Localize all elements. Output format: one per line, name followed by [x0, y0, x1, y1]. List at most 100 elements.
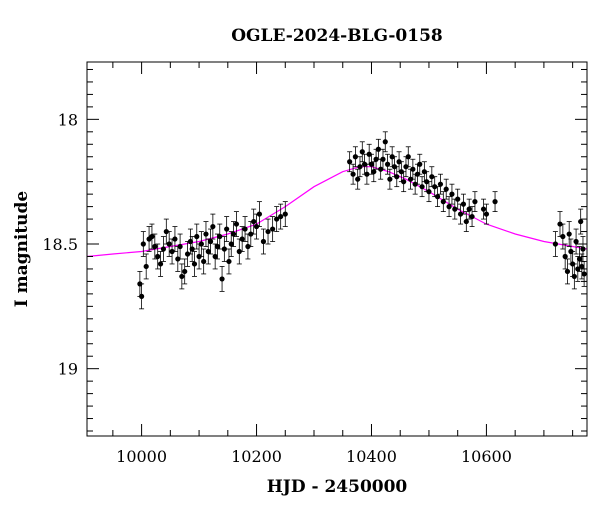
data-point: [452, 198, 458, 220]
data-point: [274, 206, 280, 232]
data-marker: [560, 233, 566, 240]
data-marker: [203, 231, 209, 237]
data-point: [394, 166, 400, 188]
data-marker: [432, 184, 438, 190]
data-point: [179, 263, 185, 290]
data-marker: [437, 181, 444, 187]
data-point: [429, 166, 435, 188]
data-marker: [163, 228, 169, 235]
data-marker: [443, 186, 449, 192]
data-marker: [380, 156, 386, 162]
x-tick-label: 10600: [461, 447, 512, 466]
data-point: [375, 138, 381, 160]
data-marker: [364, 171, 370, 177]
data-marker: [401, 179, 407, 185]
data-point: [357, 156, 363, 178]
data-marker: [207, 238, 214, 245]
data-marker: [224, 226, 230, 232]
data-point: [149, 223, 155, 250]
data-marker: [184, 251, 191, 257]
data-marker: [248, 231, 254, 237]
data-marker: [228, 241, 234, 247]
data-marker: [265, 228, 271, 235]
data-marker: [557, 221, 563, 227]
data-marker: [578, 218, 584, 225]
data-marker: [245, 243, 251, 250]
data-point: [466, 198, 472, 220]
data-point: [469, 206, 475, 227]
data-marker: [571, 273, 577, 280]
data-point: [446, 196, 452, 217]
x-tick-label: 10400: [346, 447, 397, 466]
data-marker: [347, 159, 353, 165]
data-marker: [449, 191, 455, 197]
data-marker: [384, 161, 391, 167]
data-point: [221, 236, 227, 262]
data-point: [143, 253, 149, 280]
data-marker: [177, 243, 183, 250]
data-marker: [460, 201, 467, 207]
data-point: [401, 171, 407, 193]
data-marker: [440, 199, 446, 205]
plot-frame: [86, 61, 588, 437]
data-point: [194, 223, 200, 250]
data-point: [155, 243, 161, 270]
data-marker: [143, 263, 149, 270]
data-point: [578, 208, 584, 235]
data-point: [472, 191, 478, 213]
x-tick-label: 10200: [231, 447, 282, 466]
data-point: [352, 146, 358, 168]
data-marker: [562, 253, 568, 260]
data-marker: [452, 206, 458, 212]
data-point: [203, 221, 209, 247]
data-marker: [463, 218, 469, 225]
data-marker: [282, 211, 288, 217]
data-point: [242, 216, 248, 242]
data-point: [557, 211, 563, 237]
data-point: [146, 226, 152, 252]
data-marker: [480, 206, 487, 212]
data-point: [169, 238, 175, 265]
data-marker: [157, 261, 164, 267]
data-point: [236, 238, 242, 265]
data-point: [198, 231, 204, 257]
data-marker: [194, 233, 200, 240]
data-point: [387, 168, 393, 190]
data-marker: [492, 199, 498, 205]
data-marker: [387, 176, 393, 182]
data-point: [460, 193, 467, 215]
data-point: [224, 216, 230, 242]
data-point: [562, 243, 568, 270]
data-marker: [573, 238, 579, 245]
data-point: [177, 233, 183, 260]
data-point: [239, 226, 245, 252]
data-point: [571, 263, 577, 290]
data-marker: [469, 213, 475, 220]
data-marker: [230, 231, 237, 237]
data-marker: [198, 241, 204, 247]
data-marker: [191, 261, 198, 267]
data-point: [426, 181, 432, 203]
data-marker: [566, 231, 572, 237]
data-marker: [417, 161, 423, 167]
y-tick-label: 18.5: [42, 235, 78, 254]
data-marker: [152, 243, 158, 250]
data-point: [189, 236, 195, 262]
data-point: [449, 183, 455, 205]
data-point: [251, 208, 257, 235]
data-marker: [419, 184, 425, 190]
data-point: [282, 201, 288, 227]
data-point: [380, 148, 386, 170]
data-point: [212, 243, 218, 270]
data-marker: [251, 218, 257, 225]
data-marker: [212, 253, 218, 260]
plot-content: [87, 131, 587, 310]
data-point: [440, 191, 446, 213]
data-marker: [172, 236, 178, 242]
data-marker: [359, 149, 365, 155]
data-marker: [205, 248, 211, 255]
data-point: [455, 188, 461, 210]
data-point: [278, 203, 284, 230]
